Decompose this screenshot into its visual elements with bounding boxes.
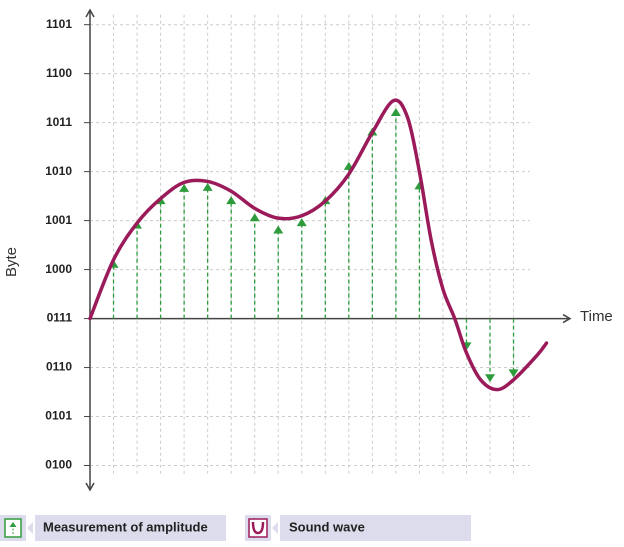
legend-pointer xyxy=(272,522,278,534)
y-tick-label: 0101 xyxy=(45,409,72,423)
stem-arrow xyxy=(202,182,213,191)
stem-arrow xyxy=(249,213,260,222)
y-tick-label: 1000 xyxy=(45,262,72,276)
stem-arrow xyxy=(508,369,519,378)
y-tick-label: 0100 xyxy=(45,458,72,472)
legend: Measurement of amplitude Sound wave xyxy=(0,515,471,541)
sound-wave xyxy=(88,98,549,392)
stem-arrow xyxy=(226,196,237,205)
legend-icon-wave xyxy=(251,521,265,535)
y-tick-label: 1010 xyxy=(45,164,72,178)
y-axis-label: Byte xyxy=(3,247,20,277)
stem-arrow xyxy=(296,218,307,227)
legend-icon xyxy=(248,518,268,538)
y-axis-arrow xyxy=(85,8,95,18)
y-tick-label: 0110 xyxy=(46,360,72,374)
x-axis-label: Time xyxy=(580,308,613,325)
legend-icon-arrow xyxy=(9,522,17,527)
stem-arrow xyxy=(485,374,495,383)
stem-arrow xyxy=(273,225,284,234)
legend-label: Sound wave xyxy=(289,519,365,534)
y-tick-label: 1001 xyxy=(45,213,72,227)
y-tick-label: 1011 xyxy=(46,115,72,129)
legend-icon xyxy=(4,518,22,538)
x-axis-arrow xyxy=(562,313,572,324)
legend-label: Measurement of amplitude xyxy=(43,519,208,534)
stem-arrow xyxy=(179,183,190,192)
stem-arrow xyxy=(390,107,401,116)
legend-label-bg xyxy=(35,515,226,541)
y-tick-label: 1100 xyxy=(46,66,72,80)
y-axis-arrow xyxy=(85,482,95,492)
legend-label-bg xyxy=(280,515,471,541)
y-tick-label: 0111 xyxy=(47,311,73,325)
plot: 0100 0101 0110 0111 1000 1001 1010 1011 1100 1101 xyxy=(45,8,572,492)
y-tick-label: 1101 xyxy=(46,17,72,31)
legend-pointer xyxy=(27,522,33,534)
